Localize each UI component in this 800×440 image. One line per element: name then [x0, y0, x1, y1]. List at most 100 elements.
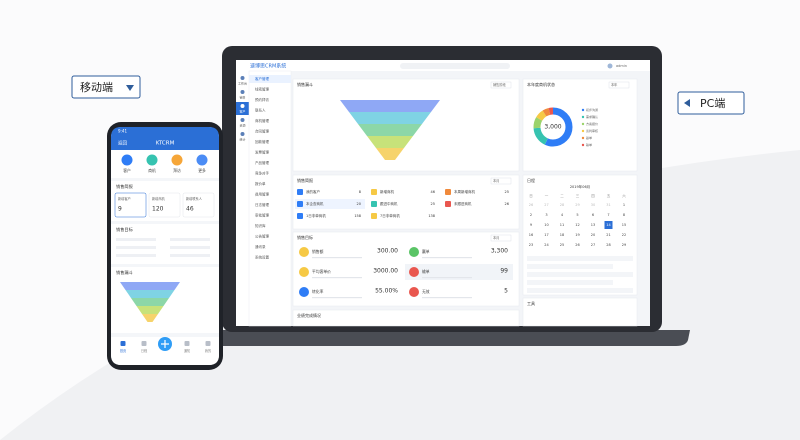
day: 21: [606, 233, 610, 237]
target-icon: [409, 267, 419, 277]
day: 16: [529, 233, 533, 237]
day: 15: [622, 223, 626, 227]
panel-filter: 本月: [493, 178, 499, 183]
target-label: 输单: [422, 269, 430, 274]
mobile-tag: [71, 75, 141, 99]
day: 26: [529, 203, 533, 207]
brief-value: 9: [118, 206, 122, 213]
funnel-layer: [136, 306, 164, 314]
shortcut-icon: [146, 154, 158, 166]
target-value: 300.00: [377, 248, 398, 255]
day: 4: [561, 213, 564, 217]
progress-track: [422, 257, 472, 259]
target-label: 无效: [422, 289, 430, 294]
item-icon: [297, 213, 303, 219]
progress-track: [312, 257, 362, 259]
shortcut-label: 拜访: [173, 168, 181, 173]
weekday: 六: [622, 193, 626, 198]
placeholder-line: [116, 238, 156, 241]
target-label: 平均客单价: [312, 269, 331, 274]
target-icon: [299, 287, 309, 297]
menu-item: 公告管理: [255, 234, 269, 239]
menu-item: 联系人: [255, 108, 266, 113]
weekday: 五: [607, 194, 611, 198]
brief-label: 我的客户: [306, 189, 320, 194]
icon: [240, 90, 245, 94]
brief-card: [148, 192, 181, 218]
tab-icon: [120, 341, 126, 346]
legend-item: 赢单: [586, 135, 592, 140]
menu-item: 系统设置: [255, 255, 269, 260]
item-icon: [445, 201, 451, 207]
target-label: 销售额: [312, 249, 324, 254]
icon: [240, 118, 245, 122]
day: 1: [623, 203, 625, 207]
placeholder-line: [170, 246, 210, 249]
weekday: 四: [591, 194, 595, 198]
event-row: [527, 288, 633, 293]
event-row: [527, 264, 613, 269]
menu-item: 通讯录: [255, 244, 266, 249]
panel-title: 销售简报: [297, 177, 313, 183]
brief-value: 46: [186, 206, 194, 213]
tab-label: 首页: [120, 348, 126, 353]
legend-dot: [581, 108, 585, 112]
brief-value: 120: [152, 206, 164, 213]
day: 7: [607, 213, 609, 217]
filter-box: [490, 234, 512, 242]
placeholder-line: [116, 254, 156, 257]
day: 25: [560, 243, 564, 247]
phone-header: [111, 127, 219, 150]
day: 28: [560, 203, 564, 207]
menu-item: 线索管理: [255, 87, 269, 92]
legend-dot: [581, 115, 585, 119]
panel-filter: 本年: [611, 82, 618, 87]
menu-item: 发票管理: [255, 150, 269, 155]
target-icon: [299, 247, 309, 257]
filter-box: [608, 81, 630, 89]
day: 29: [622, 243, 626, 247]
target-value: 55.00%: [375, 288, 398, 295]
placeholder-line: [170, 254, 210, 257]
funnel-layer: [367, 136, 413, 148]
weekday: 三: [576, 194, 580, 198]
phone-title: KTCRM: [156, 141, 175, 147]
brief-value: 25: [505, 190, 509, 194]
item-icon: [371, 189, 377, 195]
day: 2: [530, 213, 532, 217]
day: 10: [544, 223, 548, 227]
menu-item: 日志管理: [255, 202, 269, 207]
funnel-layer: [358, 124, 422, 136]
brief-value: 158: [354, 214, 361, 218]
day: 22: [622, 233, 626, 237]
progress-track: [422, 277, 472, 279]
section-title: 销售简报: [116, 183, 134, 190]
menu-item: 产品管理: [255, 160, 269, 165]
tab-label: 日程: [141, 348, 148, 353]
brief-value: 26: [505, 202, 509, 206]
target-value: 99: [500, 268, 508, 275]
funnel-layer: [142, 314, 158, 322]
tab-label: 我的: [205, 348, 211, 353]
brief-label: 1日非单商机: [306, 213, 326, 218]
brief-label: 本企查商机: [306, 201, 324, 206]
active-icon: [236, 102, 249, 115]
item-icon: [371, 213, 377, 219]
brief-label: 新增商机: [152, 196, 166, 201]
legend-item: 谈判审核: [586, 128, 598, 133]
legend-dot: [581, 136, 585, 140]
day: 17: [544, 233, 548, 237]
highlight: [295, 199, 365, 209]
tab-label: 通知: [184, 348, 190, 353]
panel-title: 业绩完成情况: [297, 312, 321, 318]
menu-item: 知识库: [255, 223, 266, 228]
shortcut-label: 客户: [123, 168, 131, 173]
legend-item: 需求确认: [586, 114, 598, 119]
target-panel: [111, 224, 219, 264]
funnel-layer: [125, 290, 175, 298]
laptop-base: [206, 330, 690, 346]
brief-label: 新增商机: [380, 189, 394, 194]
target-label: 赢单: [422, 249, 430, 254]
item-icon: [297, 201, 303, 207]
legend-item: 初步沟通: [586, 107, 598, 112]
